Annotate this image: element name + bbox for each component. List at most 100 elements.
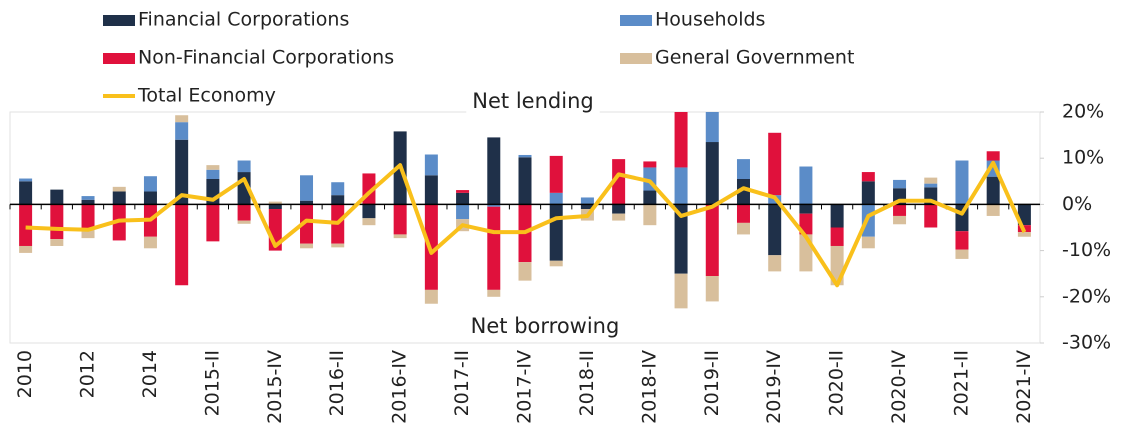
bar xyxy=(549,260,563,267)
bar xyxy=(674,167,688,205)
x-tick-label: 2016-IV xyxy=(389,350,411,424)
bar xyxy=(331,195,345,205)
bar xyxy=(518,154,532,158)
bar xyxy=(143,191,157,205)
bar xyxy=(393,204,407,235)
legend-label: Financial Corporations xyxy=(138,9,349,31)
bar xyxy=(393,234,407,239)
bar xyxy=(924,183,938,188)
bar xyxy=(143,176,157,192)
bar xyxy=(456,204,470,220)
x-tick-label: 2010 xyxy=(14,350,36,398)
bar xyxy=(300,200,314,205)
bar xyxy=(424,289,438,304)
bar xyxy=(861,236,875,249)
bar xyxy=(50,204,64,240)
bar xyxy=(331,243,345,248)
bar xyxy=(424,154,438,176)
bar xyxy=(799,204,813,214)
bar xyxy=(112,186,126,192)
bar xyxy=(206,165,220,170)
bar xyxy=(612,213,626,221)
bar xyxy=(768,132,782,196)
bar xyxy=(268,201,282,205)
legend-label: Total Economy xyxy=(137,85,276,107)
bar xyxy=(81,229,95,239)
bar xyxy=(705,112,719,143)
bar xyxy=(1017,204,1031,226)
bar xyxy=(19,181,33,205)
bar xyxy=(736,204,750,223)
y-tick-label: -10% xyxy=(1062,239,1111,261)
bar xyxy=(362,218,376,226)
bar xyxy=(81,204,95,230)
legend-swatch xyxy=(103,53,135,64)
y-tick-label: 20% xyxy=(1062,101,1104,123)
bar xyxy=(19,204,33,246)
bar xyxy=(612,204,626,214)
bar xyxy=(861,172,875,182)
bar xyxy=(643,190,657,205)
bar xyxy=(799,166,813,205)
x-tick-label: 2017-IV xyxy=(514,350,536,424)
y-tick-label: 10% xyxy=(1062,147,1104,169)
bar xyxy=(705,276,719,302)
bar xyxy=(81,199,95,205)
bar xyxy=(175,139,189,205)
x-tick-label: 2018-II xyxy=(576,350,598,416)
legend-label: Non-Financial Corporations xyxy=(138,47,394,69)
bar xyxy=(705,204,719,277)
bar xyxy=(50,239,64,246)
bar xyxy=(986,151,1000,161)
bar xyxy=(175,122,189,140)
bar xyxy=(362,204,376,219)
bar xyxy=(456,190,470,193)
bar xyxy=(300,175,314,201)
legend-swatch xyxy=(620,53,652,64)
bar xyxy=(487,137,501,205)
bar xyxy=(955,231,969,250)
bar xyxy=(549,155,563,193)
bar xyxy=(175,204,189,286)
bar xyxy=(955,160,969,205)
bar xyxy=(424,175,438,205)
x-tick-label: 2015-II xyxy=(201,350,223,416)
bar xyxy=(112,191,126,205)
x-tick-label: 2021-IV xyxy=(1013,350,1035,424)
bar xyxy=(612,159,626,205)
bar xyxy=(799,213,813,235)
bar xyxy=(206,204,220,242)
bar xyxy=(456,192,470,205)
bar xyxy=(300,243,314,249)
bar xyxy=(549,192,563,205)
bar xyxy=(955,249,969,259)
bar xyxy=(206,169,220,179)
bar xyxy=(143,236,157,249)
bar xyxy=(924,177,938,184)
y-tick-label: 0% xyxy=(1062,193,1092,215)
legend-swatch xyxy=(620,15,652,26)
bar xyxy=(487,206,501,290)
bar xyxy=(237,160,251,173)
annotation: Net lending xyxy=(472,89,593,113)
y-tick-label: -30% xyxy=(1062,332,1111,354)
bar xyxy=(580,204,594,210)
bar xyxy=(518,157,532,205)
line xyxy=(25,160,1027,288)
bar xyxy=(81,196,95,200)
bar xyxy=(830,204,844,228)
annotation: Net borrowing xyxy=(471,314,620,338)
x-tick-label: 2019-IV xyxy=(763,350,785,424)
bar xyxy=(487,289,501,297)
x-tick-label: 2019-II xyxy=(701,350,723,416)
bar xyxy=(175,115,189,123)
bar xyxy=(19,245,33,253)
y-tick-label: -20% xyxy=(1062,285,1111,307)
x-tick-label: 2016-II xyxy=(326,350,348,416)
bar xyxy=(830,227,844,246)
x-tick-label: 2017-II xyxy=(451,350,473,416)
bar xyxy=(580,197,594,205)
bar xyxy=(736,159,750,179)
legend-label: Households xyxy=(655,9,765,31)
